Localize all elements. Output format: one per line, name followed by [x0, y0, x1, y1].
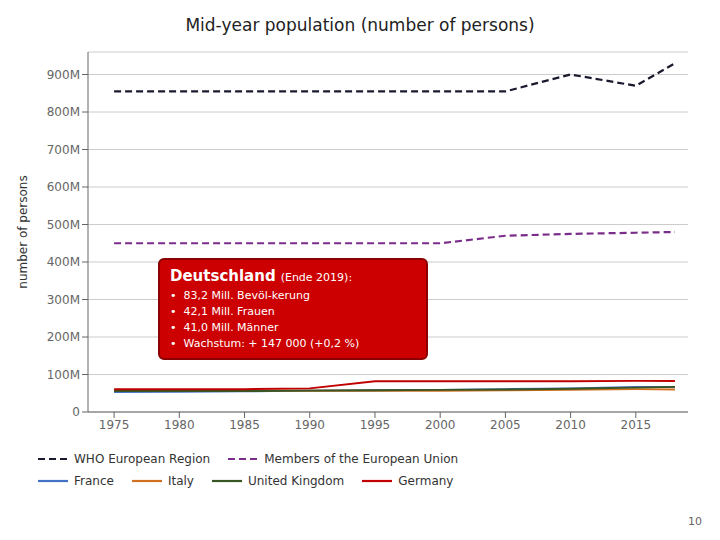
html-text:Members of the European Union: Members of the European Union — [264, 452, 459, 466]
svg-text:1995: 1995 — [360, 418, 391, 432]
html-text:• 41,0 Mill. Männer: • 41,0 Mill. Männer — [170, 321, 279, 334]
svg-text:1980: 1980 — [164, 418, 195, 432]
svg-text:600M: 600M — [47, 180, 80, 194]
svg-text:2015: 2015 — [621, 418, 652, 432]
html-text:United Kingdom: United Kingdom — [248, 474, 345, 488]
html-text:• Wachstum: + 147 000 (+0,2 %): • Wachstum: + 147 000 (+0,2 %) — [170, 337, 360, 350]
svg-text:300M: 300M — [47, 293, 80, 307]
html-text:France: France — [74, 474, 114, 488]
html-text:Mid-year population (number of: Mid-year population (number of persons) — [185, 15, 535, 35]
svg-text:1975: 1975 — [99, 418, 130, 432]
svg-text:400M: 400M — [47, 255, 80, 269]
svg-text:0: 0 — [72, 405, 80, 419]
svg-text:1990: 1990 — [294, 418, 325, 432]
html-text:Deutschland (Ende 2019):: Deutschland (Ende 2019): — [170, 267, 353, 285]
svg-text:800M: 800M — [47, 105, 80, 119]
html-text:Germany: Germany — [398, 474, 454, 488]
html-text:• 83,2 Mill. Bevöl-kerung: • 83,2 Mill. Bevöl-kerung — [170, 289, 310, 302]
svg-text:900M: 900M — [47, 68, 80, 82]
html-text:WHO European Region: WHO European Region — [74, 452, 211, 466]
svg-text:2010: 2010 — [555, 418, 586, 432]
svg-text:number of persons: number of persons — [16, 175, 30, 288]
svg-text:2005: 2005 — [490, 418, 521, 432]
svg-text:200M: 200M — [47, 330, 80, 344]
svg-text:500M: 500M — [47, 218, 80, 232]
svg-text:2000: 2000 — [425, 418, 456, 432]
html-text:10: 10 — [688, 515, 702, 528]
html-text:Italy: Italy — [167, 474, 194, 488]
svg-text:1985: 1985 — [229, 418, 260, 432]
svg-text:700M: 700M — [47, 143, 80, 157]
svg-text:100M: 100M — [47, 368, 80, 382]
html-text:• 42,1 Mill. Frauen: • 42,1 Mill. Frauen — [170, 305, 275, 318]
